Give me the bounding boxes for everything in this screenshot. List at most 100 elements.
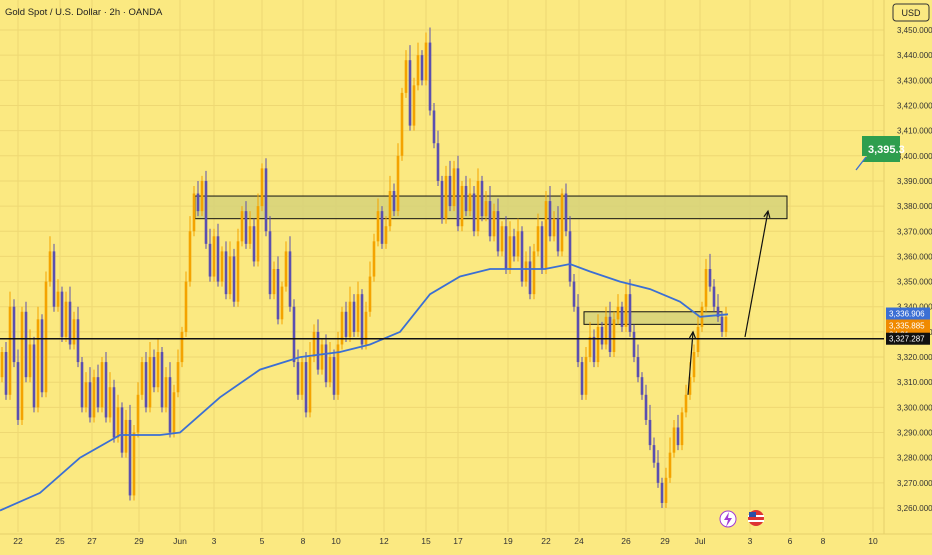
us-flag-canton <box>749 512 756 517</box>
y-tick-label: 3,270.000 <box>897 479 932 488</box>
moving-average-line <box>0 263 729 512</box>
x-tick-label: 25 <box>55 536 65 546</box>
candle-body <box>260 168 264 207</box>
candle-body <box>128 419 132 496</box>
y-tick-label: 3,290.000 <box>897 429 932 438</box>
target-price-label[interactable]: 3,395.3 <box>855 136 905 171</box>
x-tick-label: 10 <box>331 536 341 546</box>
candles-layer <box>0 27 728 508</box>
candle-body <box>68 301 72 345</box>
candle-body <box>472 193 476 232</box>
candle-body <box>252 226 256 262</box>
candle-body <box>240 211 244 242</box>
candle-body <box>84 382 88 408</box>
candle-body <box>168 377 172 433</box>
candle-body <box>548 201 552 237</box>
lightning-event-marker[interactable] <box>719 510 737 528</box>
candle-body <box>444 175 448 219</box>
candle-body <box>396 155 400 212</box>
candle-body <box>296 362 300 395</box>
candle-body <box>132 432 136 496</box>
candle-body <box>456 168 460 227</box>
candle-body <box>360 294 364 345</box>
candle-body <box>108 387 112 418</box>
candle-body <box>572 281 576 307</box>
us-event-marker[interactable] <box>748 510 764 526</box>
candle-body <box>536 226 540 252</box>
x-tick-label: 29 <box>660 536 670 546</box>
candle-body <box>612 319 616 353</box>
candle-body <box>376 211 380 242</box>
candle-body <box>320 344 324 370</box>
candle-body <box>364 311 368 345</box>
candle-body <box>540 226 544 269</box>
x-tick-label: 3 <box>748 536 753 546</box>
candle-body <box>196 193 200 212</box>
candle-body <box>724 316 728 332</box>
candle-body <box>208 243 212 277</box>
candle-body <box>12 306 16 363</box>
candle-body <box>644 394 648 420</box>
candle-body <box>560 193 564 252</box>
x-tick-label: 29 <box>134 536 144 546</box>
candle-body <box>92 377 96 418</box>
candle-body <box>36 319 40 408</box>
candle-body <box>200 180 204 212</box>
currency-badge[interactable] <box>892 3 930 22</box>
candle-body <box>576 306 580 363</box>
candle-body <box>0 352 4 378</box>
candle-body <box>636 357 640 378</box>
candle-body <box>216 236 220 282</box>
candle-body <box>372 241 376 277</box>
candle-body <box>112 387 116 438</box>
candle-body <box>656 462 660 483</box>
candle-body <box>720 316 724 332</box>
projection-arrow-head <box>763 209 771 219</box>
candle-body <box>212 236 216 277</box>
candle-body <box>284 251 288 287</box>
grid-lines <box>0 0 932 535</box>
candle-body <box>4 352 8 395</box>
candle-body <box>676 427 680 446</box>
price-label-text: 3,335.885 <box>889 322 925 331</box>
candle-body <box>392 191 396 212</box>
candle-body <box>16 362 20 420</box>
candle-body <box>704 269 708 307</box>
x-tick-label: Jun <box>173 536 187 546</box>
candle-body <box>300 362 304 395</box>
x-tick-label: 15 <box>421 536 431 546</box>
candle-body <box>448 175 452 207</box>
target-price-text: 3,395.3 <box>868 144 905 156</box>
candle-body <box>688 377 692 395</box>
candle-body <box>352 301 356 332</box>
candle-body <box>580 362 584 395</box>
candle-body <box>384 226 388 244</box>
candle-body <box>56 291 60 307</box>
x-tick-label: 12 <box>379 536 389 546</box>
candle-body <box>628 294 632 332</box>
candle-body <box>96 377 100 408</box>
price-label-text: 3,327.287 <box>889 335 925 344</box>
candle-body <box>648 419 652 446</box>
candle-body <box>156 352 160 388</box>
x-tick-label: 19 <box>503 536 513 546</box>
candle-body <box>380 211 384 244</box>
candle-body <box>144 362 148 408</box>
candle-body <box>288 251 292 307</box>
candle-body <box>664 477 668 503</box>
candle-body <box>316 331 320 370</box>
candle-body <box>348 301 352 337</box>
target-pointer-line <box>855 156 867 171</box>
candle-body <box>88 382 92 418</box>
candle-body <box>620 306 624 327</box>
candle-body <box>596 326 600 363</box>
candle-body <box>292 306 296 363</box>
candle-body <box>420 55 424 81</box>
time-axis[interactable]: 22 25 27 29 Jun 3 5 8 10 12 15 17 19 22 24 26 29 Jul 3 6 8 10 <box>13 536 878 546</box>
candle-body <box>660 482 664 503</box>
arrows-layer <box>687 209 771 395</box>
candle-body <box>712 286 716 307</box>
candle-body <box>468 193 472 212</box>
